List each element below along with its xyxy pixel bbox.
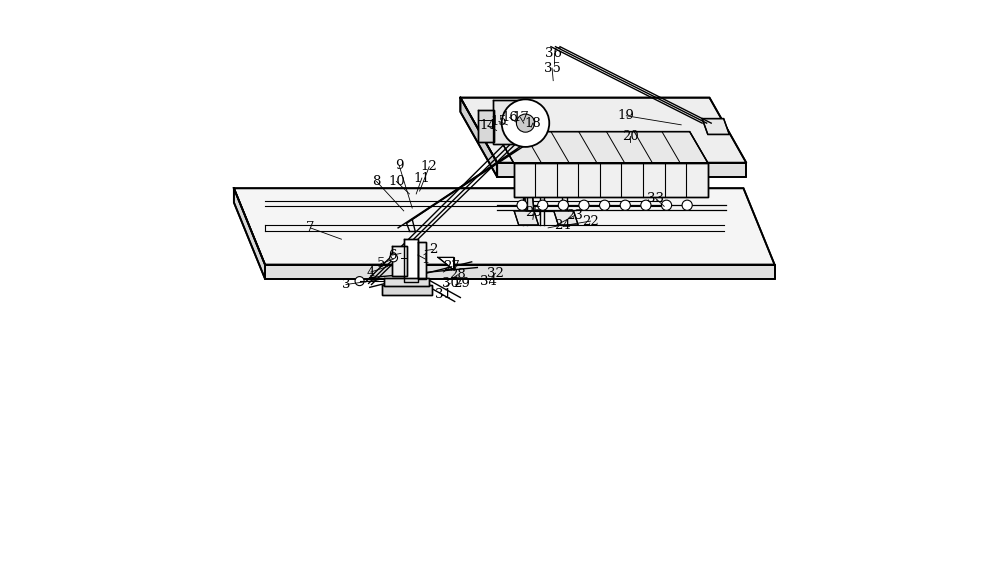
Polygon shape [418, 242, 426, 279]
Text: 6: 6 [388, 249, 397, 262]
Text: 9: 9 [395, 159, 403, 172]
Text: 17: 17 [512, 111, 529, 124]
Polygon shape [495, 131, 708, 163]
Text: 32: 32 [487, 267, 504, 280]
Circle shape [579, 200, 589, 211]
Polygon shape [460, 98, 746, 163]
Polygon shape [554, 211, 578, 225]
Text: 30: 30 [442, 277, 459, 290]
Polygon shape [265, 265, 775, 279]
Text: 12: 12 [421, 160, 438, 173]
Circle shape [661, 200, 672, 211]
Polygon shape [702, 118, 729, 134]
Text: 14: 14 [479, 119, 496, 133]
Polygon shape [382, 284, 432, 295]
Circle shape [517, 200, 527, 211]
Text: 11: 11 [413, 171, 430, 184]
Text: 7: 7 [306, 221, 315, 234]
Text: 8: 8 [372, 175, 381, 188]
Text: 22: 22 [582, 215, 599, 228]
Text: 4: 4 [367, 266, 375, 279]
Text: 19: 19 [618, 109, 635, 122]
Text: 28: 28 [449, 269, 466, 282]
Text: 35: 35 [544, 61, 561, 75]
Circle shape [516, 114, 535, 132]
Text: 5: 5 [377, 257, 385, 270]
Text: 24: 24 [554, 218, 571, 232]
Polygon shape [514, 163, 708, 197]
Polygon shape [234, 188, 265, 279]
Text: 2: 2 [429, 243, 437, 256]
Text: 16: 16 [501, 111, 518, 124]
Circle shape [502, 100, 549, 147]
Circle shape [538, 200, 548, 211]
Text: 25: 25 [526, 205, 542, 218]
Polygon shape [384, 278, 429, 286]
Text: 20: 20 [622, 130, 639, 143]
Polygon shape [234, 188, 775, 265]
Text: 36: 36 [545, 47, 562, 60]
Polygon shape [522, 163, 534, 211]
Text: 18: 18 [524, 117, 541, 130]
Polygon shape [392, 246, 407, 276]
Text: 15: 15 [490, 115, 507, 128]
Text: 29: 29 [453, 277, 470, 290]
Text: 10: 10 [388, 175, 405, 188]
Circle shape [682, 200, 692, 211]
Text: 23: 23 [566, 209, 583, 222]
Polygon shape [438, 257, 454, 270]
Circle shape [355, 277, 364, 286]
Circle shape [558, 200, 568, 211]
Text: 27: 27 [443, 260, 460, 273]
Polygon shape [404, 239, 418, 282]
Polygon shape [478, 110, 494, 142]
Text: 31: 31 [435, 288, 452, 301]
Circle shape [390, 254, 398, 262]
Polygon shape [497, 163, 746, 177]
Text: 33: 33 [647, 192, 664, 205]
Text: 34: 34 [480, 275, 497, 288]
Polygon shape [514, 211, 539, 225]
Circle shape [600, 200, 610, 211]
Circle shape [641, 200, 651, 211]
Polygon shape [460, 98, 497, 177]
Text: 3: 3 [342, 278, 350, 291]
Circle shape [620, 200, 630, 211]
Polygon shape [493, 101, 524, 144]
Text: 1: 1 [421, 253, 429, 266]
